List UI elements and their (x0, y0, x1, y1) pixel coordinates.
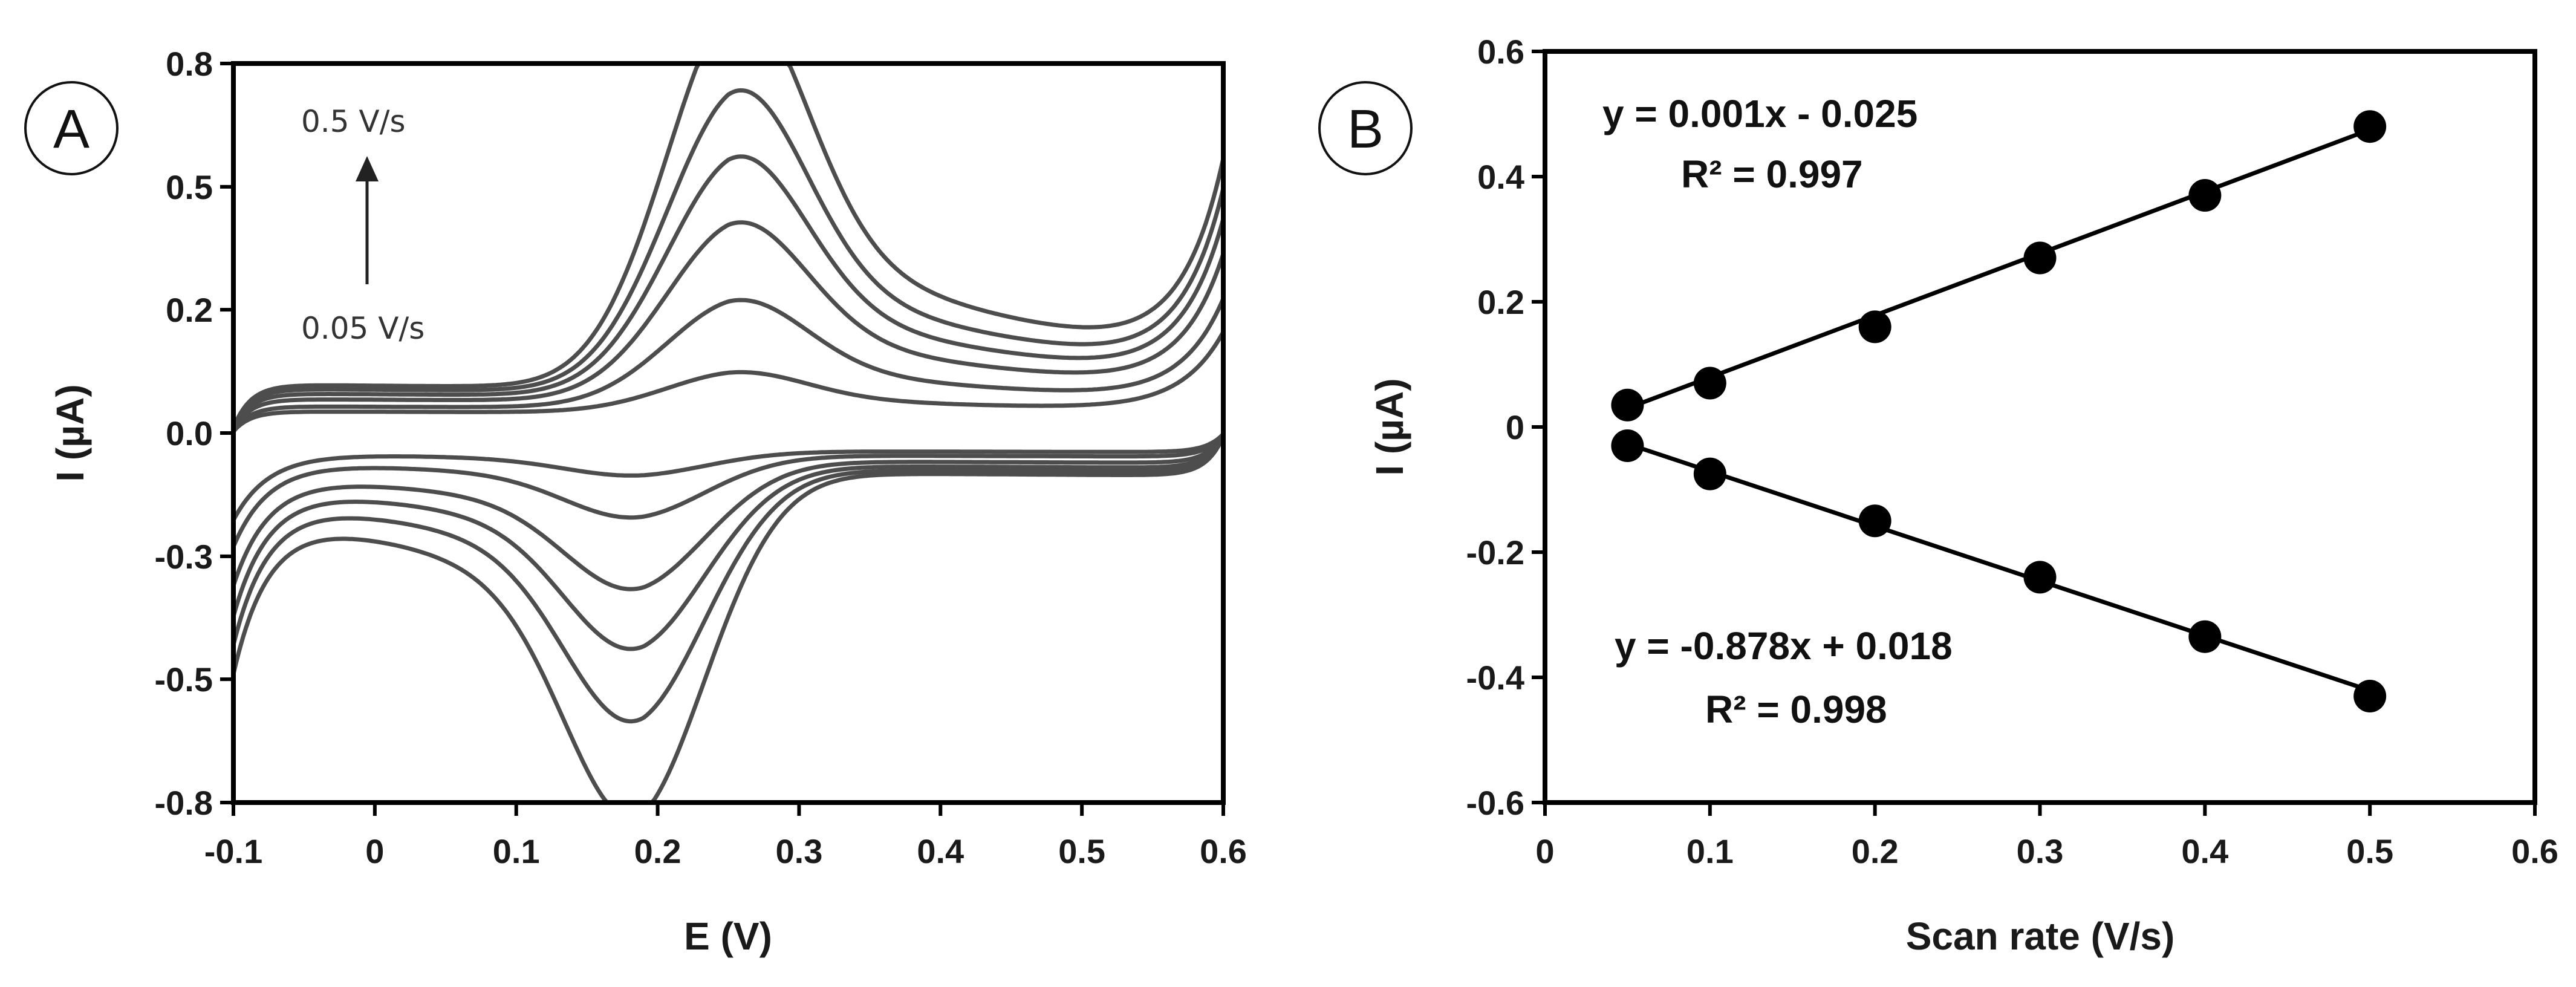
panel-b-x-tick-label: 0.1 (1686, 832, 1734, 870)
panel-a-x-tick-label: 0.1 (493, 832, 540, 870)
anodic-data-point (2353, 110, 2387, 143)
anodic-data-point (1693, 366, 1726, 400)
anodic-data-point (1858, 310, 1891, 344)
arrow-top-label: 0.5 V/s (301, 104, 406, 139)
panel-b-letter: B (1347, 99, 1384, 160)
anodic-data-point (2188, 179, 2222, 212)
panel-b-x-tick-label: 0.6 (2511, 832, 2558, 870)
panel-b-y-tick-label: -0.6 (1466, 784, 1525, 822)
panel-b-y-tick-label: -0.2 (1466, 533, 1525, 572)
panel-a-letter: A (53, 99, 89, 160)
panel-a-y-tick-label: 0.0 (166, 414, 213, 452)
panel-a-letter-badge: A (24, 81, 119, 175)
panel-b-x-tick-label: 0.4 (2181, 832, 2228, 870)
anodic-data-point (1611, 388, 1644, 422)
cv-curve-005 (231, 330, 1226, 523)
panel-a-y-tick-label: 0.2 (166, 291, 213, 329)
cv-curve-05 (231, 61, 1226, 805)
panel-a-x-tick-label: 0.6 (1200, 832, 1247, 870)
panel-a-x-tick-label: 0.2 (634, 832, 681, 870)
panel-a-y-axis-title: I (µA) (48, 384, 92, 481)
panel-a-plot-frame (231, 61, 1226, 805)
anodic-data-point (2023, 241, 2057, 275)
anodic-r2: R² = 0.997 (1681, 152, 1863, 196)
panel-b-x-tick-label: 0.3 (2017, 832, 2064, 870)
panel-a-y-tick-label: 0.5 (166, 168, 213, 206)
panel-b-x-tick-label: 0.2 (1852, 832, 1899, 870)
cathodic-trendline (1627, 441, 2371, 693)
panel-a-x-axis-title: E (V) (684, 914, 772, 958)
cathodic-data-point (2023, 561, 2057, 594)
cathodic-data-point (2188, 620, 2222, 653)
panel-a-x-tick-label: -0.1 (204, 832, 263, 870)
anodic-trendline (1627, 128, 2371, 411)
panel-b-y-tick-label: 0 (1506, 408, 1524, 446)
anodic-equation: y = 0.001x - 0.025 (1602, 92, 1917, 135)
panel-a-y-tick-label: 0.8 (166, 45, 213, 83)
scan-rate-arrow (356, 156, 379, 284)
panel-a-x-tick-label: 0.5 (1058, 832, 1105, 870)
panel-a-x-tick-label: 0 (365, 832, 384, 870)
cathodic-r2: R² = 0.998 (1705, 688, 1887, 731)
cathodic-equation: y = -0.878x + 0.018 (1615, 624, 1953, 668)
panel-b-x-axis-title: Scan rate (V/s) (1906, 914, 2175, 958)
panel-b-letter-badge: B (1318, 81, 1413, 175)
panel-a-curves (231, 61, 1226, 805)
panel-b-series (1611, 110, 2387, 713)
panel-b-x-tick-label: 0 (1535, 832, 1554, 870)
cathodic-data-point (1693, 457, 1726, 490)
panel-a-y-tick-label: -0.3 (155, 538, 213, 576)
panel-b-x-tick-label: 0.5 (2346, 832, 2393, 870)
panel-b-x-ticks: 0 0.1 0.2 0.3 0.4 0.5 0.6 (1535, 803, 2558, 870)
panel-b-y-axis-title: I (µA) (1368, 378, 1411, 475)
panel-a-y-tick-label: -0.8 (155, 784, 213, 822)
panel-b: B -0.6 -0.4 -0.2 0 0.2 0.4 0.6 0 0.1 0.2 0.3 0.4 0.… (1318, 33, 2558, 958)
panel-b-y-tick-label: -0.4 (1466, 659, 1525, 697)
panel-a-x-tick-label: 0.4 (917, 832, 964, 870)
panel-b-y-ticks: -0.6 -0.4 -0.2 0 0.2 0.4 0.6 (1466, 33, 1545, 822)
cathodic-data-point (2353, 680, 2387, 713)
panel-b-y-tick-label: 0.4 (1477, 158, 1524, 196)
panel-a-y-tick-label: -0.5 (155, 660, 213, 699)
panel-a-x-ticks: -0.1 0 0.1 0.2 0.3 0.4 0.5 0.6 (204, 803, 1247, 870)
cathodic-data-point (1611, 429, 1644, 463)
panel-b-y-tick-label: 0.6 (1477, 33, 1524, 71)
cathodic-data-point (1858, 504, 1891, 538)
panel-b-y-tick-label: 0.2 (1477, 283, 1524, 321)
panel-a: A -0.8 -0.5 -0.3 0.0 0.2 0.5 0.8 -0.1 0 0.1 0.2 0.… (24, 45, 1247, 958)
panel-a-x-tick-label: 0.3 (775, 832, 822, 870)
panel-a-y-ticks: -0.8 -0.5 -0.3 0.0 0.2 0.5 0.8 (155, 45, 233, 822)
arrow-bottom-label: 0.05 V/s (301, 311, 424, 346)
